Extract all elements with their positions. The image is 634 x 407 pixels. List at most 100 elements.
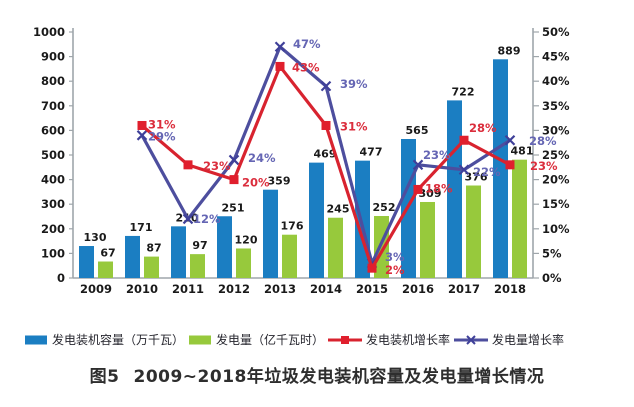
- legend-item-capacity-growth: 发电装机增长率: [328, 331, 450, 348]
- capacity-growth-label-2014: 31%: [340, 119, 368, 133]
- bar-capacity-2010: [125, 235, 140, 278]
- x-axis-category-label: 2011: [172, 282, 204, 296]
- legend-item-generation-growth: 发电量增长率: [454, 331, 564, 348]
- x-marker-2016: [412, 159, 424, 171]
- bar-capacity-2009: [79, 246, 94, 278]
- x-axis-category-label: 2018: [494, 282, 526, 296]
- bar-generation-2018: [512, 159, 527, 278]
- generation-growth-label-2012: 24%: [248, 151, 276, 165]
- x-axis-category-label: 2017: [448, 282, 480, 296]
- bar-value-label-generation: 67: [100, 247, 115, 260]
- bar-value-label-generation: 376: [465, 171, 488, 184]
- bar-generation-2016: [420, 201, 435, 278]
- x-axis-category-label: 2010: [126, 282, 158, 296]
- generation-growth-label-2013: 47%: [293, 37, 321, 51]
- square-marker-2015: [367, 263, 377, 273]
- capacity-growth-label-2017: 28%: [469, 121, 497, 135]
- left-axis-tick-label: 500: [41, 148, 65, 162]
- bar-capacity-2018: [493, 59, 508, 278]
- bar-value-label-generation: 176: [281, 220, 304, 233]
- right-axis-tick-label: 10%: [542, 222, 570, 236]
- bar-value-label-generation: 97: [192, 239, 207, 252]
- figure-caption-label: 图5: [89, 367, 120, 387]
- capacity-growth-label-2010: 31%: [148, 117, 176, 131]
- left-axis-tick-label: 700: [41, 99, 65, 113]
- bar-value-label-capacity: 722: [452, 85, 475, 98]
- bar-generation-2011: [190, 254, 205, 278]
- generation-growth-label-2011: 12%: [193, 212, 221, 226]
- left-axis-tick-label: 100: [41, 246, 65, 260]
- right-axis-tick-label: 0%: [542, 271, 562, 285]
- bar-value-label-generation: 481: [511, 145, 534, 158]
- right-axis-tick-label: 40%: [542, 74, 570, 88]
- legend-label-generation-growth: 发电量增长率: [492, 333, 565, 347]
- x-axis-category-label: 2013: [264, 282, 296, 296]
- square-marker-2017: [459, 135, 469, 145]
- generation-growth-label-2014: 39%: [340, 77, 368, 91]
- bar-value-label-capacity: 477: [360, 146, 383, 159]
- generation-growth-label-2010: 29%: [148, 129, 176, 143]
- right-axis-tick-label: 45%: [542, 50, 570, 64]
- bar-value-label-generation: 87: [146, 242, 161, 255]
- x-marker-2014: [320, 80, 332, 92]
- x-marker-2018: [504, 134, 516, 146]
- x-axis-category-label: 2016: [402, 282, 434, 296]
- capacity-bar-swatch-icon: [25, 335, 47, 344]
- right-axis-tick-label: 5%: [542, 246, 562, 260]
- generation-growth-label-2017: 22%: [473, 165, 501, 179]
- capacity-growth-label-2013: 43%: [292, 60, 320, 74]
- legend-item-capacity: 发电装机容量（万千瓦）: [24, 331, 184, 348]
- red-square-line-marker-icon: [328, 335, 363, 344]
- bar-generation-2010: [144, 256, 159, 278]
- square-marker-2010: [137, 120, 147, 130]
- legend-label-capacity: 发电装机容量（万千瓦）: [52, 333, 185, 347]
- left-axis-tick-label: 900: [41, 50, 65, 64]
- bar-value-label-generation: 252: [373, 201, 396, 214]
- capacity-growth-label-2015: 2%: [385, 263, 405, 277]
- generation-growth-label-2018: 28%: [529, 134, 557, 148]
- chart-area: 0 100 200 300 400 500 600 700 800 900 1000 0% 5% 10% 1…: [33, 25, 570, 296]
- bar-value-label-capacity: 251: [222, 201, 245, 214]
- bar-generation-2012: [236, 248, 251, 278]
- chart-legend: 发电装机容量（万千瓦） 发电量（亿千瓦时） 发电装机增长率 发电量增长率: [24, 331, 624, 348]
- bar-generation-2009: [98, 261, 113, 278]
- bar-capacity-2011: [171, 226, 186, 278]
- bar-generation-2013: [282, 234, 297, 278]
- legend-label-generation: 发电量（亿千瓦时）: [216, 333, 325, 347]
- bar-value-label-capacity: 889: [498, 44, 521, 57]
- bar-value-label-capacity: 130: [84, 231, 107, 244]
- bar-generation-2017: [466, 185, 481, 278]
- x-axis-category-label: 2009: [80, 282, 112, 296]
- bar-generation-2014: [328, 217, 343, 278]
- chart-canvas: 0 100 200 300 400 500 600 700 800 900 1000 0% 5% 10% 1…: [33, 25, 570, 296]
- right-axis-tick-label: 35%: [542, 99, 570, 113]
- left-axis-tick-label: 800: [41, 74, 65, 88]
- right-axis-tick-label: 20%: [542, 173, 570, 187]
- x-marker-2010: [136, 130, 148, 141]
- left-axis-tick-label: 400: [41, 173, 65, 187]
- bar-value-label-generation: 120: [235, 233, 258, 246]
- figure-caption-text: 2009~2018年垃圾发电装机容量及发电量增长情况: [133, 367, 545, 387]
- left-axis-tick-label: 600: [41, 123, 65, 137]
- generation-growth-label-2016: 23%: [423, 148, 451, 162]
- square-marker-2018: [505, 160, 515, 170]
- legend-label-capacity-growth: 发电装机增长率: [366, 333, 451, 347]
- right-axis-tick-label: 30%: [542, 123, 570, 137]
- right-axis-tick-label: 50%: [542, 25, 570, 39]
- bar-capacity-2013: [263, 189, 278, 278]
- square-marker-2011: [183, 160, 193, 170]
- x-marker-2017: [458, 164, 470, 176]
- bar-capacity-2012: [217, 216, 232, 278]
- left-axis-tick-label: 300: [41, 197, 65, 211]
- bar-value-label-capacity: 469: [314, 148, 337, 161]
- right-axis-tick-label: 25%: [542, 148, 570, 162]
- bar-value-label-generation: 245: [327, 203, 350, 216]
- left-axis-tick-label: 1000: [33, 25, 65, 39]
- bar-value-label-capacity: 565: [406, 124, 429, 137]
- capacity-growth-label-2018: 23%: [530, 159, 558, 173]
- left-axis-tick-label: 0: [57, 271, 65, 285]
- generation-growth-label-2015: 3%: [385, 250, 405, 264]
- x-axis-category-label: 2014: [310, 282, 342, 296]
- square-marker-2016: [413, 184, 423, 194]
